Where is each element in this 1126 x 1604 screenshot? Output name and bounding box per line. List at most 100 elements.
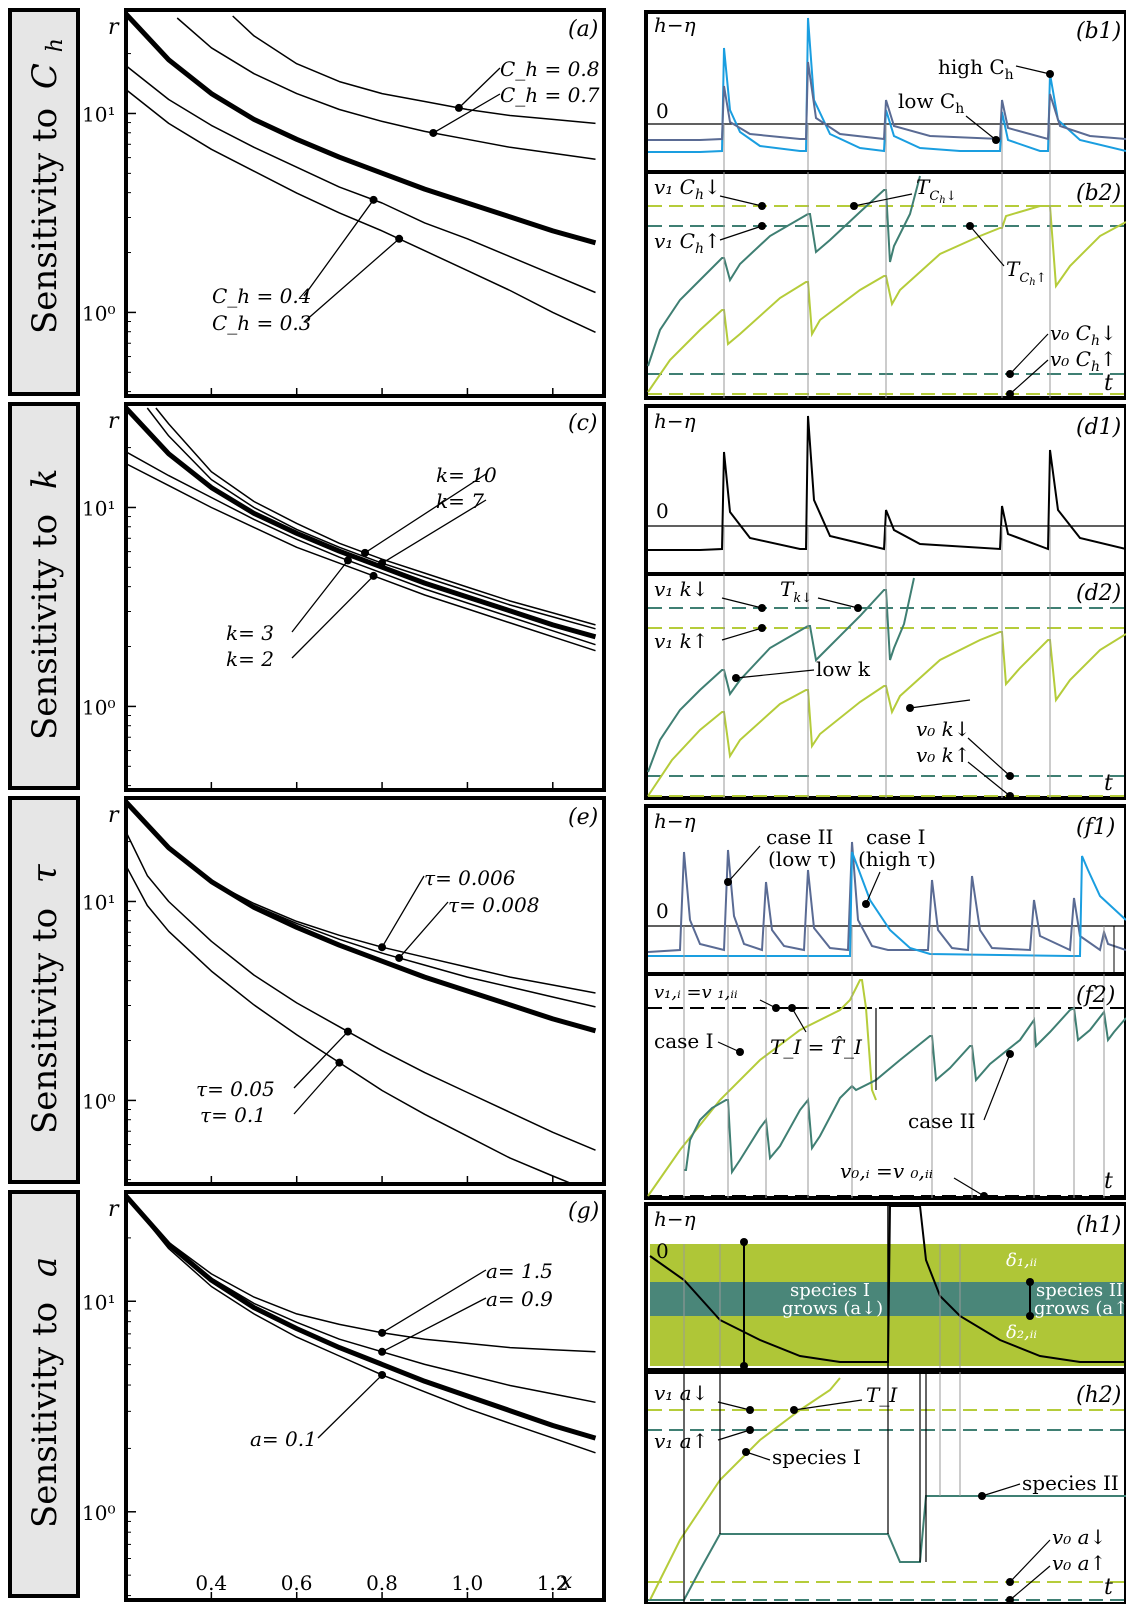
f1-h-label: h−η	[654, 809, 696, 833]
f1-label-caseI: case I	[866, 825, 925, 849]
sidebar-subscript: h	[43, 38, 68, 52]
d2-label-v1-down: v₁ k↓	[654, 577, 709, 601]
b2-label-T-down: TCh↓	[916, 175, 957, 206]
h1-label-delta1: δ₁,ᵢᵢ	[1006, 1250, 1037, 1271]
sidebar-symbol: k	[25, 469, 65, 490]
sidebar-block-ch: Sensitivity to C h	[8, 8, 80, 396]
sidebar-symbol: C	[25, 63, 65, 89]
d1-tag: (d1)	[1076, 415, 1121, 440]
label-a-15: a= 1.5	[486, 1259, 553, 1283]
sidebar-label: Sensitivity to	[25, 1302, 65, 1528]
h2-label-v1-up: v₁ a↑	[654, 1429, 708, 1453]
b1-zero-label: 0	[656, 99, 669, 123]
annotation-marker	[378, 1347, 387, 1356]
h2-trace-speciesII	[650, 1495, 1126, 1601]
y-tick-label: 10¹	[82, 496, 115, 520]
series-line-4	[126, 463, 596, 652]
x-tick-label: 0.6	[281, 1571, 313, 1595]
series-line-3	[126, 65, 596, 294]
x-axis-label: x	[560, 1569, 573, 1594]
series-line-1	[176, 17, 596, 160]
b1-h-label: h−η	[654, 13, 696, 37]
panel-h2: (h2) v₁ a↓ v₁ a↑ T_I species I species I…	[644, 1370, 1126, 1604]
y-tick-label: 10⁰	[82, 301, 115, 325]
b1-label-low: low Ch	[898, 89, 964, 117]
b1-tag: (b1)	[1076, 19, 1121, 44]
y-axis-label: r	[108, 409, 120, 434]
panel-b2: (b2) v₁ Ch↓ v₁ Ch↑ TCh↓ TCh↑ v₀ Ch↓ v₀ C…	[644, 170, 1126, 400]
series-line-baseline	[126, 1194, 597, 1441]
label-tau-005: τ= 0.05	[196, 1077, 275, 1101]
series-line-1	[146, 407, 596, 630]
label-k-7: k= 7	[436, 489, 484, 513]
y-axis-label: r	[108, 15, 120, 40]
left-panel-c: 10¹ 10⁰ r (c)	[82, 402, 606, 792]
sidebar-label: Sensitivity to	[25, 108, 65, 334]
y-axis-label: r	[108, 1197, 120, 1222]
series-line-0	[155, 407, 596, 626]
annotation-leader	[291, 559, 349, 633]
series-line-baseline	[126, 12, 597, 246]
f1-tag: (f1)	[1076, 815, 1115, 840]
sidebar-symbol: τ	[25, 863, 65, 883]
annotation-marker	[378, 1328, 387, 1337]
series-line-3	[126, 1195, 596, 1454]
plot-frame	[124, 796, 606, 1186]
label-tau-0008: τ= 0.008	[448, 893, 539, 917]
annotation-marker	[378, 1370, 387, 1379]
annotation-leader	[432, 93, 501, 134]
d2-tag: (d2)	[1076, 581, 1121, 606]
f2-trace-caseII	[684, 1006, 1126, 1176]
y-axis-label: r	[108, 803, 120, 828]
b1-label-high: high Ch	[938, 55, 1014, 83]
label-a-09: a= 0.9	[486, 1287, 553, 1311]
b2-trace-teal	[647, 175, 921, 367]
annotation-marker	[343, 556, 352, 565]
d2-trace-green	[647, 631, 1126, 797]
plot-frame	[124, 402, 606, 792]
h1-label-speciesII: species II	[1036, 1280, 1123, 1301]
annotations-e: τ= 0.006 τ= 0.008 τ= 0.05 τ= 0.1	[196, 866, 539, 1127]
svg-text:Sensitivity to τ: Sensitivity to τ	[25, 863, 65, 1134]
panel-h1: h−η 0 (h1) species I grows (a↓) species …	[644, 1202, 1126, 1372]
svg-text:Sensitivity to C: Sensitivity to C h	[25, 38, 68, 334]
annotation-leader	[303, 199, 375, 297]
label-k-10: k= 10	[436, 463, 497, 487]
annotation-marker	[454, 103, 463, 112]
label-ch-04: C_h = 0.4	[212, 284, 311, 308]
series-line-3	[126, 451, 596, 646]
series-line-baseline	[126, 800, 597, 1034]
sidebar-block-tau: Sensitivity to τ	[8, 796, 80, 1184]
series-line-3	[126, 831, 596, 1151]
annotation-marker	[378, 559, 387, 568]
series-line-baseline	[126, 406, 597, 640]
left-panel-e: 10¹ 10⁰ r (e)	[82, 796, 606, 1186]
d1-h-label: h−η	[654, 409, 696, 433]
plot-frame	[124, 8, 606, 398]
b2-label-v0-down: v₀ Ch↓	[1050, 321, 1117, 349]
b2-label-v0-up: v₀ Ch↑	[1050, 347, 1117, 375]
h1-label-delta2: δ₂,ᵢᵢ	[1006, 1322, 1037, 1343]
f1-label-lowtau: (low τ)	[768, 847, 837, 871]
f2-tag: (f2)	[1076, 983, 1115, 1008]
y-tick-label: 10¹	[82, 890, 115, 914]
svg-text:Sensitivity to k: Sensitivity to k	[25, 469, 65, 741]
h2-label-v0-up: v₀ a↑	[1052, 1551, 1106, 1575]
d2-label-T: Tk↓	[780, 577, 812, 606]
series-line-4	[126, 89, 596, 333]
label-ch-03: C_h = 0.3	[212, 311, 311, 335]
annotation-marker	[343, 1027, 352, 1036]
d2-trace-teal	[647, 577, 915, 773]
y-tick-label: 10⁰	[82, 1501, 115, 1525]
h1-label-growsI: grows (a↓)	[782, 1298, 883, 1319]
annotation-leader	[398, 901, 449, 959]
annotation-leader	[293, 1031, 349, 1089]
b2-label-v1-up: v₁ Ch↑	[654, 229, 721, 257]
d2-label-v0-up: v₀ k↑	[916, 743, 971, 767]
sidebar-label: Sensitivity to	[25, 908, 65, 1134]
annotation-marker	[395, 234, 404, 243]
h1-h-label: h−η	[654, 1207, 696, 1231]
h2-label-T: T_I	[866, 1383, 898, 1407]
left-panels: 10¹ 10⁰ r (a) 10¹ 10⁰ r (c) 10¹ 10⁰ r (e) 10¹ 10⁰ 0.4 0…	[82, 8, 606, 1602]
